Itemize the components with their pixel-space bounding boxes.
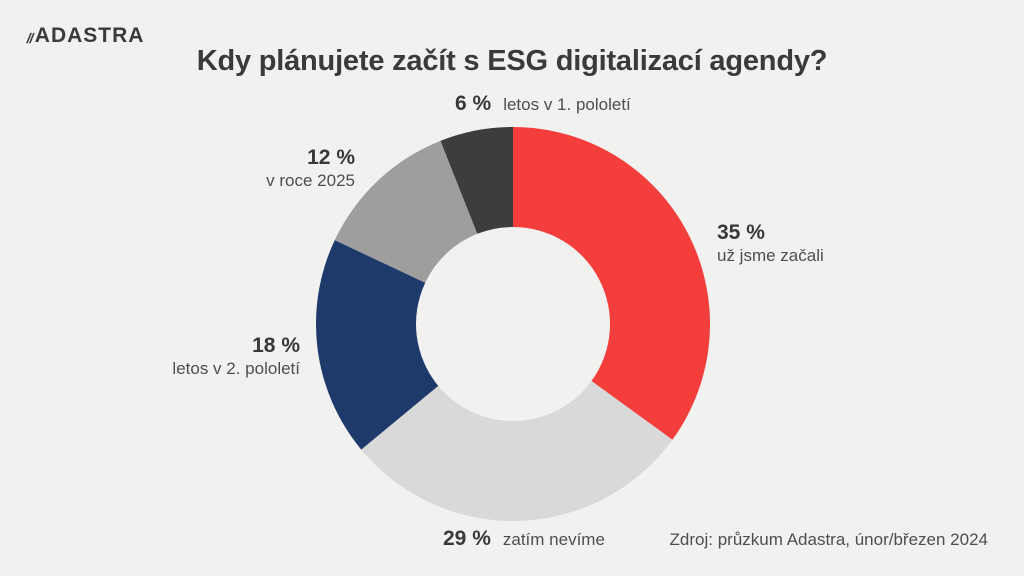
slice-label-letos-v-2-pololeti: 18 % letos v 2. pololetí xyxy=(172,334,300,380)
slice-pct: 35 % xyxy=(717,221,765,244)
slice-label-v-roce-2025: 12 % v roce 2025 xyxy=(266,146,355,192)
donut-segment-29pct xyxy=(361,381,673,521)
slice-text: už jsme začali xyxy=(717,246,824,266)
slice-label-uz-jsme-zacali: 35 % už jsme začali xyxy=(717,221,824,267)
slice-label-letos-v-1-pololeti: 6 % letos v 1. pololetí xyxy=(455,92,631,116)
slice-pct: 6 % xyxy=(455,92,492,115)
donut-segment-35pct xyxy=(513,127,711,440)
page-title: Kdy plánujete začít s ESG digitalizací a… xyxy=(196,45,828,77)
adastra-logo-text: ADASTRA xyxy=(34,24,145,47)
slice-text: letos v 1. pololetí xyxy=(503,95,631,114)
slice-text: zatím nevíme xyxy=(502,530,605,549)
donut-segment-18pct xyxy=(316,240,439,450)
slice-pct: 29 % xyxy=(443,527,491,550)
donut-segment-12pct xyxy=(334,140,478,283)
slice-text: v roce 2025 xyxy=(266,171,355,191)
slice-pct: 18 % xyxy=(252,334,300,357)
slice-pct: 12 % xyxy=(307,146,355,169)
slice-text: letos v 2. pololetí xyxy=(172,359,300,379)
donut-segment-6pct xyxy=(440,127,513,234)
source-note: Zdroj: průzkum Adastra, únor/březen 2024 xyxy=(669,530,988,549)
slice-label-zatim-nevime: 29 % zatím nevíme xyxy=(443,527,605,551)
adastra-logo: // ADASTRA xyxy=(25,24,145,47)
